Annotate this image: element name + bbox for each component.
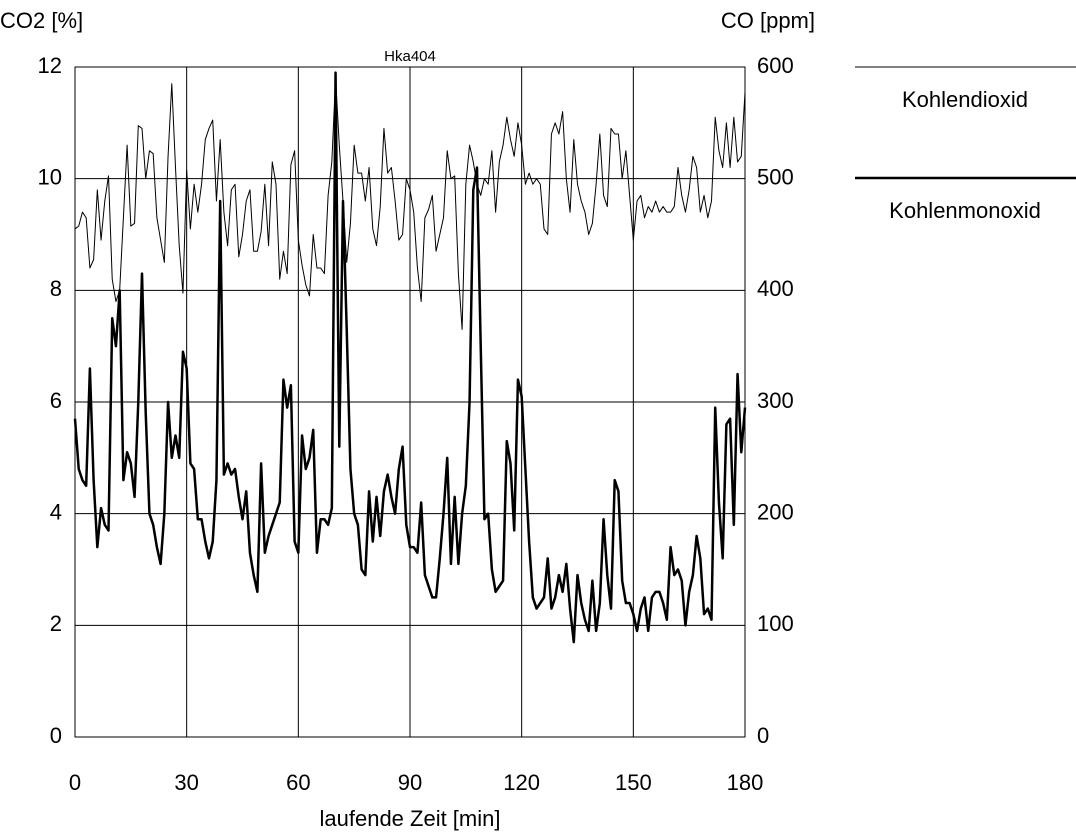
- y2-tick-label: 300: [757, 388, 794, 413]
- y2-tick-label: 200: [757, 499, 794, 524]
- data-line: [74, 77, 746, 330]
- x-tick-label: 120: [503, 770, 540, 795]
- x-axis-label: laufende Zeit [min]: [320, 806, 501, 831]
- y-tick-label: 8: [50, 276, 62, 301]
- x-tick-label: 90: [398, 770, 422, 795]
- y-tick-label: 4: [50, 499, 62, 524]
- x-tick-label: 30: [174, 770, 198, 795]
- y2-tick-label: 400: [757, 276, 794, 301]
- plot-frame: [74, 66, 746, 738]
- data-line: [73, 71, 747, 644]
- y2-tick-label: 600: [757, 53, 794, 78]
- x-tick-label: 180: [727, 770, 764, 795]
- y-tick-label: 2: [50, 611, 62, 636]
- chart-title: Hka404: [384, 48, 436, 65]
- legend-label: Kohlendioxid: [902, 87, 1028, 112]
- y-tick-label: 10: [38, 164, 62, 189]
- y2-tick-label: 500: [757, 164, 794, 189]
- x-tick-label: 60: [286, 770, 310, 795]
- x-tick-label: 150: [615, 770, 652, 795]
- y-tick-label: 12: [38, 53, 62, 78]
- legend-label: Kohlenmonoxid: [889, 198, 1041, 223]
- y-axis-label: CO2 [%]: [0, 8, 83, 33]
- y-tick-label: 0: [50, 723, 62, 748]
- y2-axis-label: CO [ppm]: [721, 8, 815, 33]
- y-tick-label: 6: [50, 388, 62, 413]
- x-tick-label: 0: [69, 770, 81, 795]
- y2-tick-label: 100: [757, 611, 794, 636]
- y2-tick-label: 0: [757, 723, 769, 748]
